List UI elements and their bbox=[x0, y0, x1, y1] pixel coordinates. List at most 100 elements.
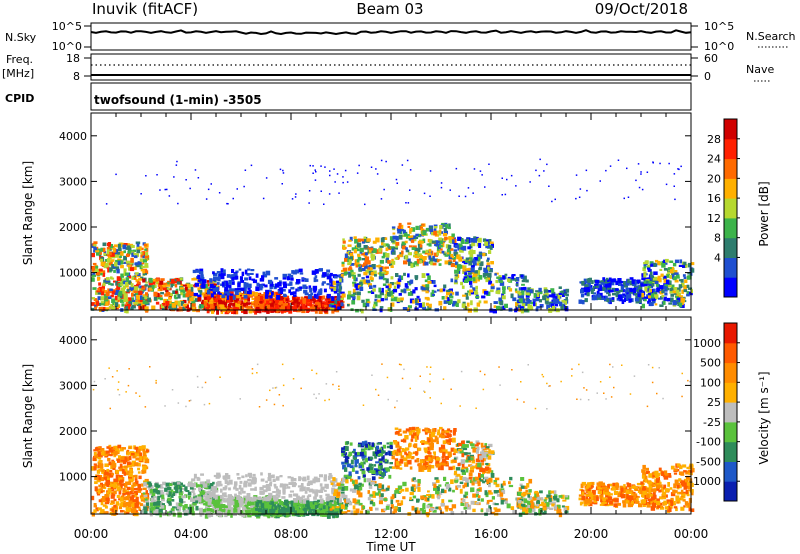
power-data-point bbox=[330, 282, 334, 287]
power-data-point bbox=[390, 265, 394, 268]
velocity-data-point bbox=[377, 468, 382, 471]
velocity-data-point bbox=[296, 495, 300, 500]
velocity-data-point bbox=[242, 500, 246, 504]
power-colorbar-segment bbox=[724, 158, 737, 179]
power-data-point bbox=[93, 267, 98, 273]
velocity-data-point bbox=[177, 508, 181, 514]
power-data-point bbox=[280, 297, 285, 300]
power-data-point bbox=[383, 188, 385, 191]
power-data-point bbox=[457, 236, 461, 241]
power-data-point bbox=[561, 299, 565, 303]
velocity-data-point bbox=[339, 501, 342, 505]
velocity-data-point bbox=[206, 490, 211, 494]
velocity-data-point bbox=[132, 506, 137, 511]
velocity-data-point bbox=[143, 482, 147, 487]
power-data-point bbox=[131, 244, 135, 248]
power-data-point bbox=[392, 250, 396, 255]
power-data-point bbox=[431, 240, 436, 244]
power-data-point bbox=[410, 263, 414, 268]
power-data-point bbox=[285, 298, 289, 302]
power-data-point bbox=[220, 283, 224, 286]
power-data-point bbox=[170, 279, 176, 284]
power-data-point bbox=[123, 268, 127, 272]
power-data-point bbox=[517, 290, 521, 294]
power-data-point bbox=[202, 279, 207, 284]
power-data-point bbox=[508, 288, 513, 292]
power-data-point bbox=[492, 308, 497, 314]
power-data-point bbox=[342, 246, 346, 250]
power-data-point bbox=[657, 275, 661, 279]
velocity-data-point bbox=[314, 492, 318, 497]
power-data-point bbox=[612, 293, 617, 296]
velocity-data-point bbox=[322, 505, 326, 510]
power-data-point bbox=[659, 268, 663, 271]
velocity-data-point bbox=[287, 506, 292, 512]
velocity-data-point bbox=[299, 510, 304, 515]
power-data-point bbox=[649, 301, 654, 306]
power-data-point bbox=[389, 236, 394, 241]
power-data-point bbox=[393, 282, 397, 285]
power-data-point bbox=[144, 284, 148, 287]
power-data-point bbox=[422, 230, 427, 236]
power-data-point bbox=[454, 244, 460, 249]
velocity-data-point bbox=[134, 493, 138, 498]
velocity-data-point bbox=[125, 472, 130, 476]
power-data-point bbox=[429, 195, 431, 197]
velocity-data-point bbox=[288, 493, 293, 498]
power-data-point bbox=[313, 299, 317, 304]
power-data-point bbox=[381, 287, 384, 293]
power-data-point bbox=[367, 267, 371, 271]
power-data-point bbox=[259, 294, 264, 298]
power-data-point bbox=[393, 285, 397, 290]
power-data-point bbox=[216, 309, 219, 315]
power-data-point bbox=[395, 241, 400, 246]
power-data-point bbox=[132, 266, 137, 271]
power-data-point bbox=[515, 283, 519, 286]
power-data-point bbox=[535, 296, 540, 302]
velocity-data-point bbox=[93, 463, 97, 466]
power-data-point bbox=[153, 291, 158, 297]
power-data-point bbox=[333, 168, 335, 170]
velocity-data-point bbox=[364, 445, 368, 451]
velocity-data-point bbox=[96, 488, 100, 492]
power-data-point bbox=[137, 275, 141, 278]
power-data-point bbox=[269, 283, 274, 288]
power-data-point bbox=[269, 302, 273, 306]
power-data-point bbox=[443, 306, 447, 310]
power-data-point bbox=[353, 274, 356, 280]
power-data-point bbox=[258, 301, 263, 307]
power-data-point bbox=[476, 270, 481, 275]
power-data-point bbox=[363, 236, 368, 242]
power-data-point bbox=[207, 188, 210, 191]
power-data-point bbox=[653, 271, 658, 275]
power-data-point bbox=[659, 304, 664, 307]
power-colorbar-label: Power [dB] bbox=[757, 181, 771, 246]
power-data-point bbox=[665, 183, 668, 186]
power-data-point bbox=[635, 179, 637, 182]
velocity-data-point bbox=[254, 511, 258, 515]
power-data-point bbox=[627, 293, 632, 299]
power-colorbar-segment bbox=[724, 237, 737, 258]
velocity-data-point bbox=[301, 511, 306, 515]
power-data-point bbox=[663, 268, 667, 271]
power-data-point bbox=[298, 268, 303, 273]
velocity-data-point bbox=[304, 490, 308, 494]
power-data-point bbox=[447, 244, 452, 250]
velocity-data-point bbox=[250, 479, 256, 485]
power-data-point bbox=[349, 256, 353, 261]
power-data-point bbox=[434, 258, 438, 263]
power-data-point bbox=[426, 297, 430, 301]
power-data-point bbox=[199, 271, 204, 275]
power-data-point bbox=[123, 280, 127, 284]
velocity-data-point bbox=[259, 486, 264, 491]
power-data-point bbox=[438, 229, 442, 234]
velocity-data-point bbox=[301, 486, 306, 491]
velocity-data-point bbox=[269, 483, 272, 487]
velocity-data-point bbox=[271, 509, 275, 514]
power-data-point bbox=[341, 262, 345, 267]
power-data-points bbox=[91, 158, 695, 315]
power-data-point bbox=[460, 247, 465, 250]
power-data-point bbox=[504, 273, 508, 276]
power-data-point bbox=[123, 297, 128, 302]
power-data-point bbox=[674, 198, 676, 201]
